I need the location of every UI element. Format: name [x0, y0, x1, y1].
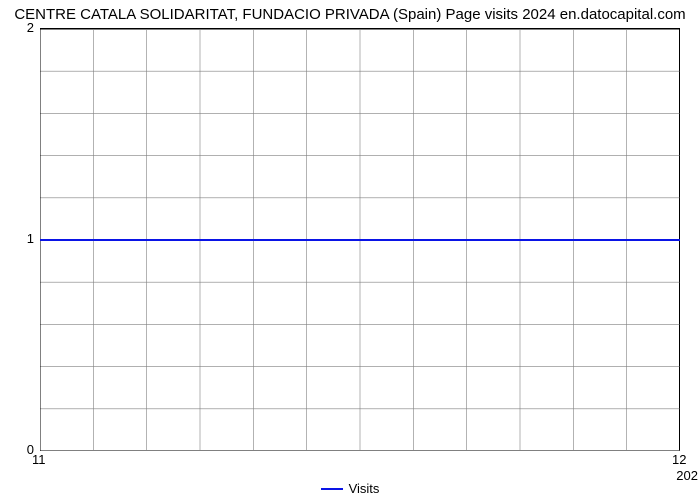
legend: Visits: [0, 481, 700, 496]
legend-label-visits: Visits: [349, 481, 380, 496]
plot-area: [40, 28, 680, 450]
x-tick-label: 12: [672, 452, 686, 467]
y-tick-label: 1: [18, 231, 34, 246]
chart-svg: [40, 29, 680, 451]
chart-title: CENTRE CATALA SOLIDARITAT, FUNDACIO PRIV…: [0, 6, 700, 23]
legend-swatch-visits: [321, 488, 343, 490]
x-tick-label: 11: [32, 452, 46, 467]
y-tick-label: 2: [18, 20, 34, 35]
